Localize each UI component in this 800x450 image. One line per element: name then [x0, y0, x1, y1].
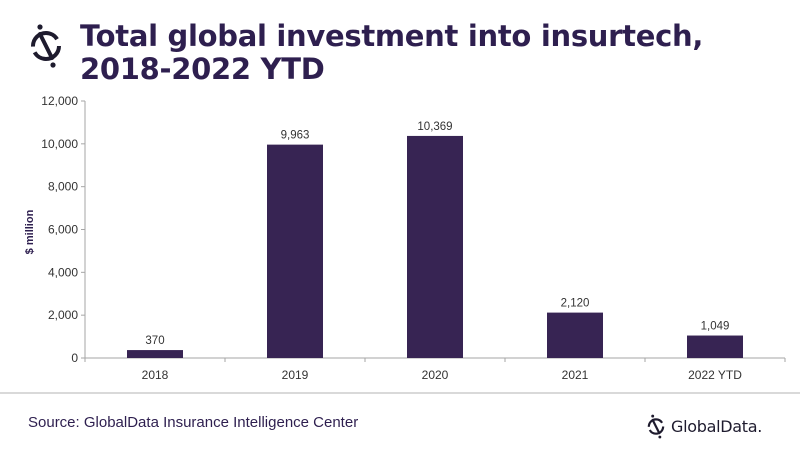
y-axis: 0 2,000 4,000 6,000 8,000 10,000 12,000	[41, 94, 86, 365]
y-tick-label: 6,000	[48, 223, 78, 237]
y-tick-label: 0	[71, 351, 78, 365]
brand-logo: GlobalData.	[645, 412, 762, 440]
globaldata-logo-icon	[26, 22, 66, 68]
data-label: 2,120	[561, 298, 590, 310]
data-label: 370	[145, 335, 164, 347]
bar-chart: $ million 0 2,000 4,000 6,000 8,000 10,000 12,…	[24, 94, 786, 382]
bar	[127, 350, 183, 358]
brand-name: GlobalData.	[671, 416, 763, 436]
data-label: 1,049	[701, 321, 730, 333]
y-tick-label: 10,000	[41, 137, 78, 151]
y-axis-label: $ million	[24, 209, 36, 254]
bar	[407, 135, 463, 358]
x-tick-label: 2022 YTD	[688, 368, 742, 382]
y-tick-label: 8,000	[48, 180, 78, 194]
bar	[547, 312, 603, 358]
bar	[687, 335, 743, 358]
y-tick-label: 4,000	[48, 265, 78, 279]
source-note: Source: GlobalData Insurance Intelligenc…	[28, 414, 359, 431]
x-tick-label: 2021	[562, 368, 589, 382]
bars: 370 9,963 10,369 2,120 1,049	[127, 121, 743, 358]
x-tick-label: 2019	[282, 368, 309, 382]
globaldata-brand-icon	[647, 414, 665, 439]
data-label: 9,963	[281, 130, 310, 142]
y-tick-label: 2,000	[48, 308, 78, 322]
data-label: 10,369	[417, 121, 452, 133]
footer-separator	[0, 392, 800, 394]
x-axis: 2018 2019 2020 2021 2022 YTD	[84, 357, 786, 382]
x-tick-label: 2020	[422, 368, 449, 382]
x-tick-label: 2018	[142, 368, 169, 382]
bar	[267, 144, 323, 358]
y-tick-label: 12,000	[41, 94, 78, 108]
chart-title: Total global investment into insurtech, …	[80, 19, 704, 86]
